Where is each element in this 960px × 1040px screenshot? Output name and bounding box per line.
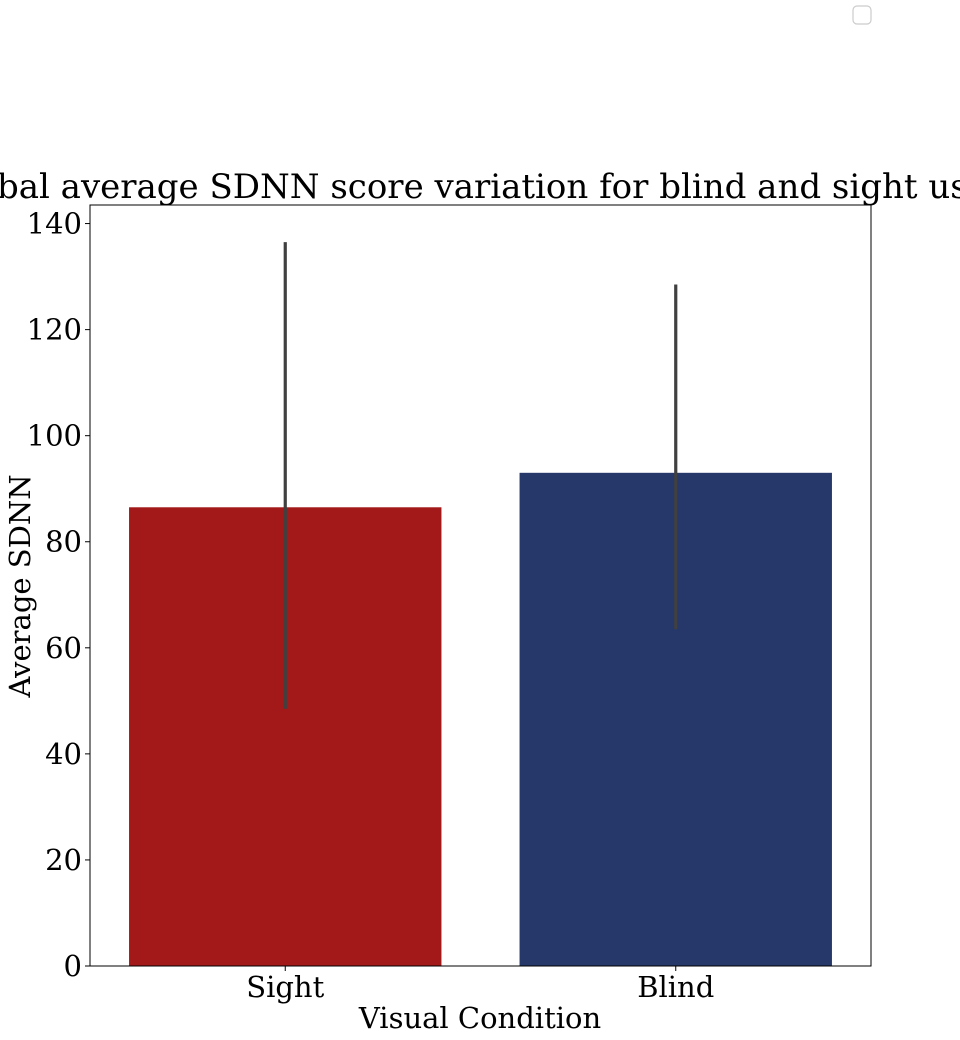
- y-tick-label: 100: [27, 419, 82, 453]
- chart-title: Global average SDNN score variation for …: [0, 167, 960, 207]
- y-tick-label: 20: [45, 843, 82, 877]
- plot-frame: [89, 204, 872, 967]
- y-tick-label: 120: [27, 313, 82, 347]
- y-tick-label: 60: [45, 631, 82, 665]
- x-axis-label: Visual Condition: [358, 1001, 601, 1035]
- legend-box: [852, 5, 872, 25]
- bars: [129, 472, 832, 966]
- y-tick-label: 0: [64, 949, 82, 983]
- error-bars: [283, 242, 678, 709]
- x-tick-label: Sight: [246, 970, 324, 1004]
- legend: [852, 5, 872, 25]
- y-tick-label: 80: [45, 525, 82, 559]
- y-axis: 0 20 40 60 80 100 120 140: [27, 207, 90, 983]
- x-tick-label: Blind: [637, 970, 714, 1004]
- y-tick-label: 140: [27, 207, 82, 241]
- y-axis-label: Average SDNN: [3, 474, 37, 698]
- y-tick-label: 40: [45, 737, 82, 771]
- x-axis: Sight Blind: [246, 966, 714, 1004]
